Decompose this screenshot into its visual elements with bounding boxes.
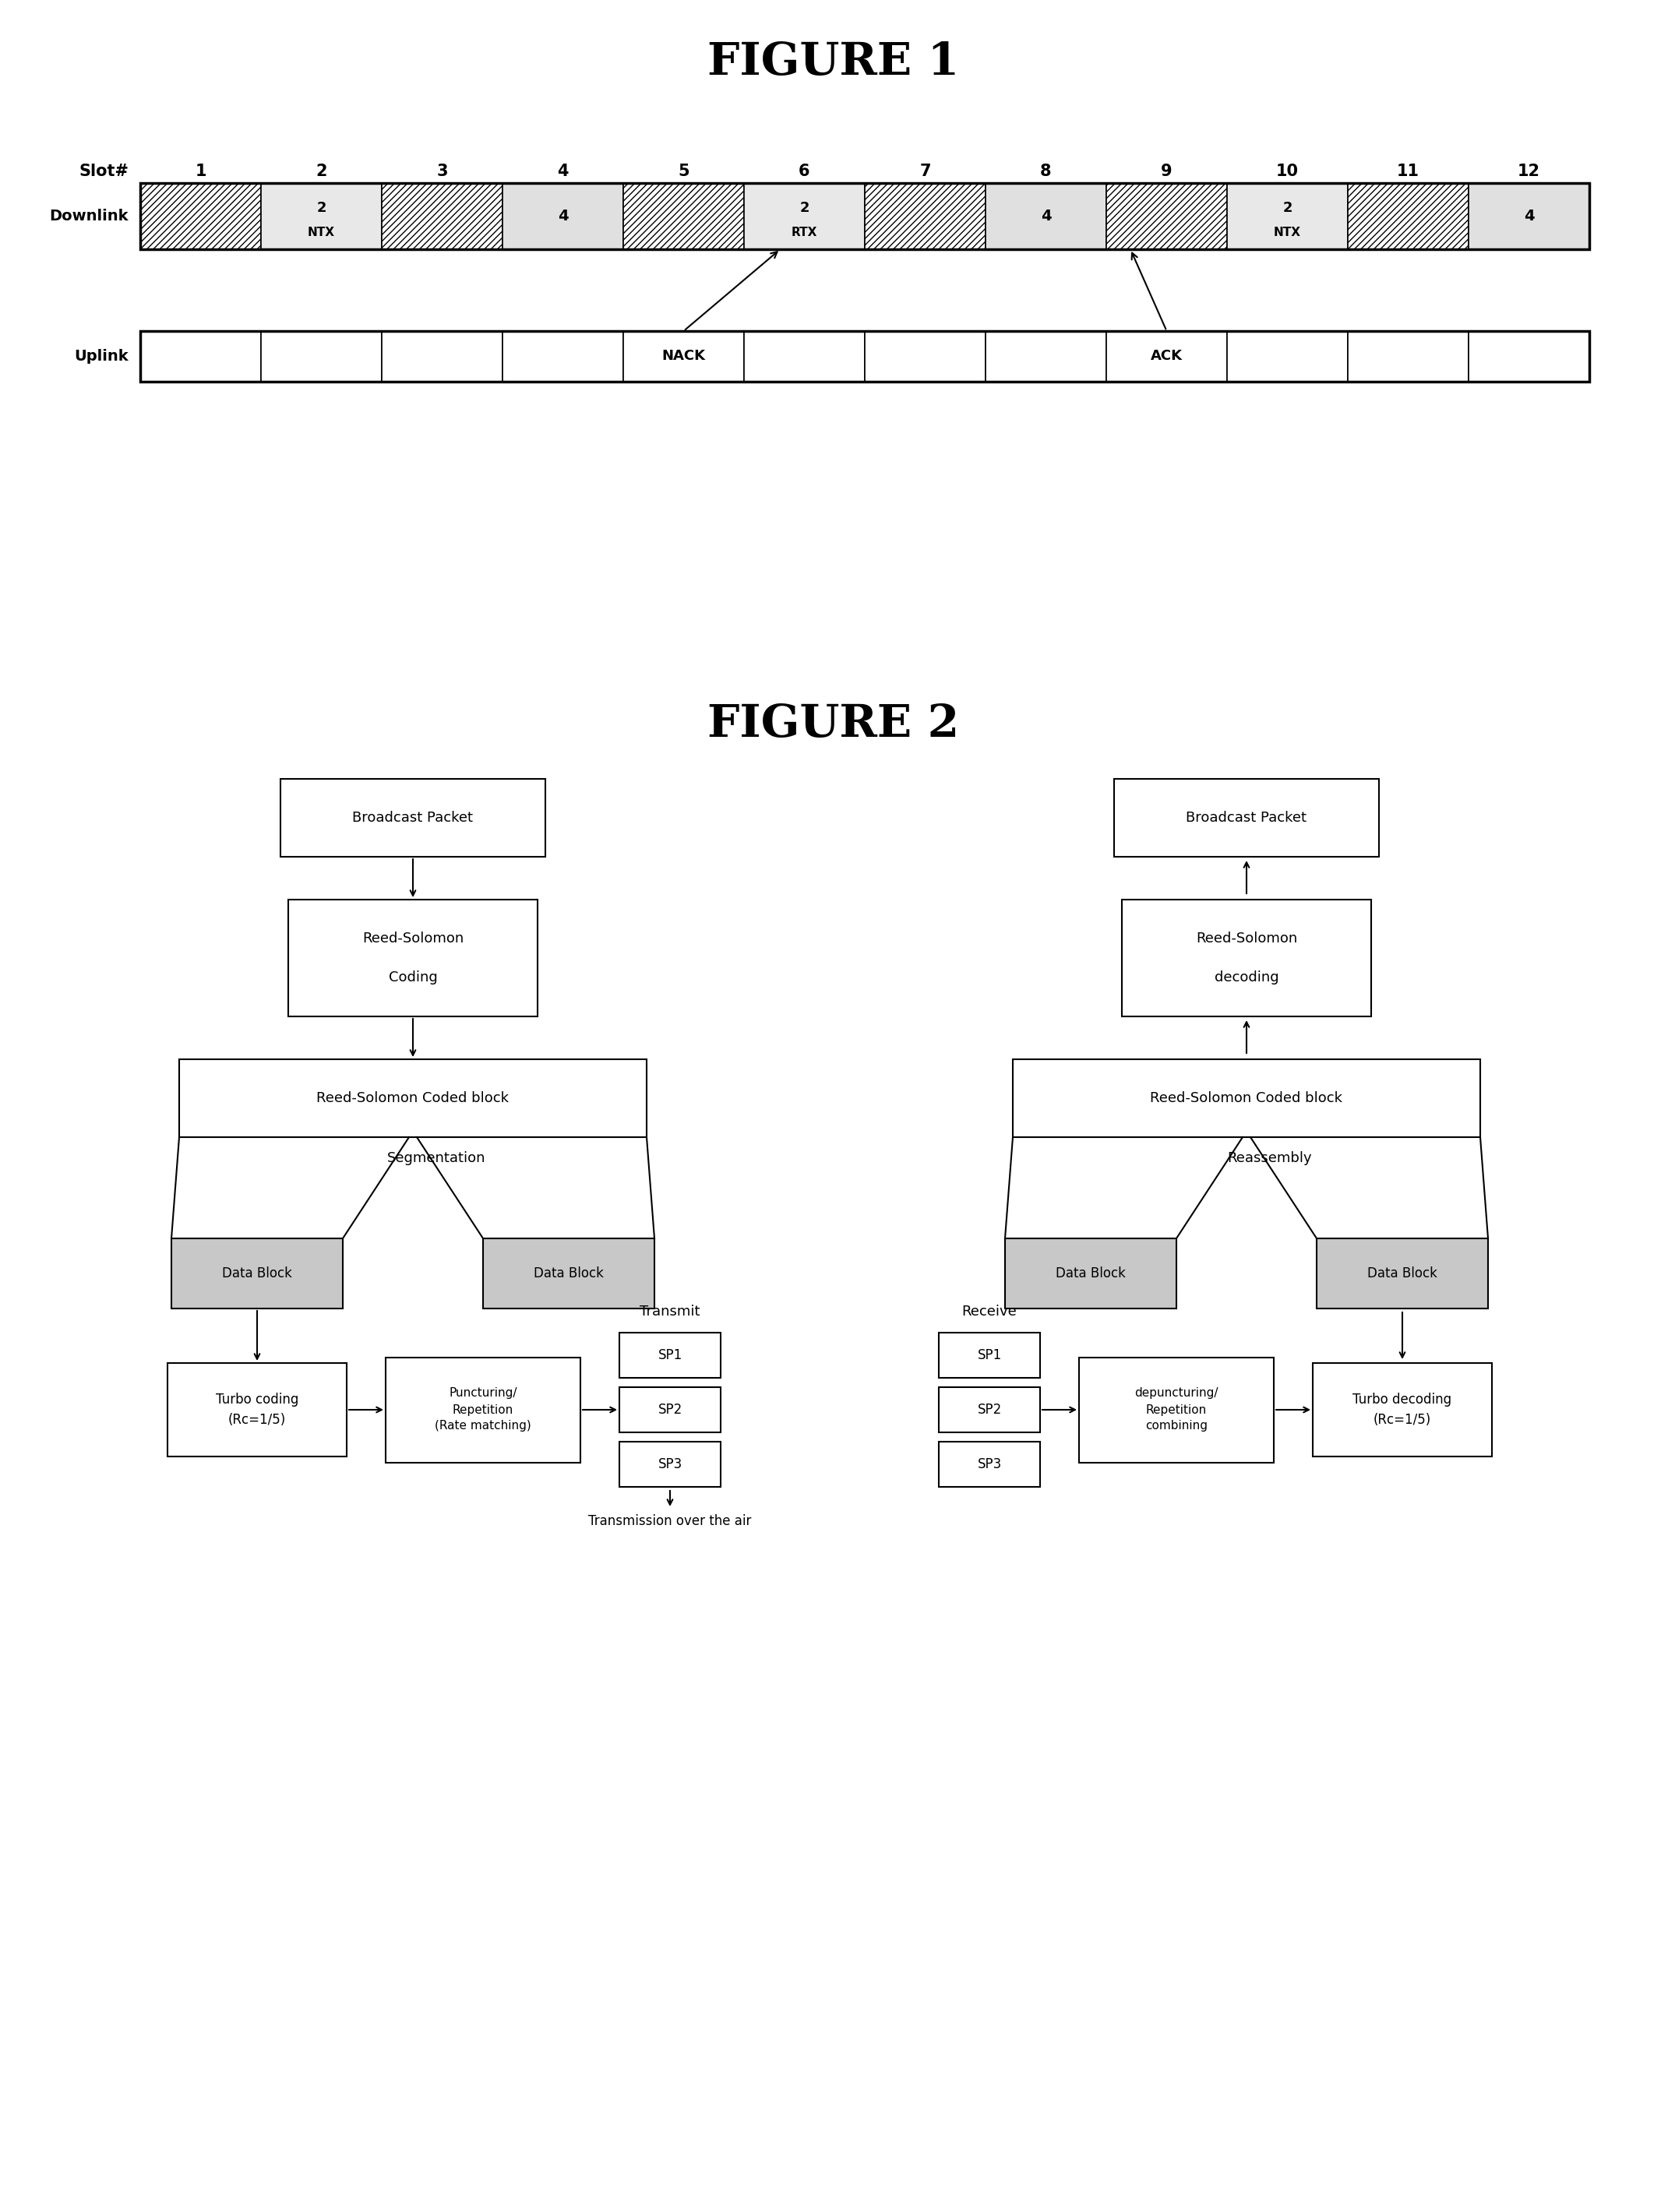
Bar	[260, 184, 382, 250]
Text: 2: 2	[317, 201, 327, 215]
Bar	[172, 1239, 344, 1310]
Bar	[1114, 779, 1379, 856]
Bar	[167, 1363, 347, 1455]
Bar	[939, 1332, 1041, 1378]
Text: Reed-Solomon Coded block: Reed-Solomon Coded block	[317, 1091, 509, 1106]
Bar	[1348, 184, 1468, 250]
Bar	[1228, 332, 1348, 383]
Bar	[744, 332, 864, 383]
Text: Reassembly: Reassembly	[1228, 1150, 1313, 1166]
Text: 4: 4	[557, 208, 569, 223]
Text: SP1: SP1	[657, 1349, 682, 1363]
Bar	[1316, 1239, 1488, 1310]
Text: 4: 4	[1523, 208, 1535, 223]
Bar	[744, 184, 864, 250]
Text: 5: 5	[677, 164, 689, 179]
Bar	[1123, 900, 1371, 1018]
Text: 3: 3	[437, 164, 447, 179]
Bar	[1468, 332, 1590, 383]
Text: 2: 2	[1283, 201, 1293, 215]
Text: SP2: SP2	[657, 1402, 682, 1416]
Text: Puncturing/
Repetition
(Rate matching): Puncturing/ Repetition (Rate matching)	[435, 1387, 530, 1431]
Bar	[1348, 332, 1468, 383]
Text: Transmit: Transmit	[641, 1305, 701, 1318]
Text: Turbo coding
(Rc=1/5): Turbo coding (Rc=1/5)	[215, 1394, 299, 1427]
Bar	[484, 1239, 654, 1310]
Text: Reed-Solomon

Coding: Reed-Solomon Coding	[362, 931, 464, 984]
Bar	[140, 184, 260, 250]
Bar	[864, 332, 986, 383]
Text: 4: 4	[557, 164, 569, 179]
Text: 4: 4	[1041, 208, 1051, 223]
Text: Receive: Receive	[962, 1305, 1017, 1318]
Text: SP3: SP3	[657, 1458, 682, 1471]
Bar	[502, 332, 624, 383]
Bar	[140, 184, 1590, 250]
Bar	[280, 779, 545, 856]
Text: Data Block: Data Block	[1368, 1267, 1438, 1281]
Text: RTX: RTX	[791, 228, 817, 239]
Text: NTX: NTX	[1274, 228, 1301, 239]
Bar	[1106, 184, 1228, 250]
Bar	[619, 1332, 721, 1378]
Text: Turbo decoding
(Rc=1/5): Turbo decoding (Rc=1/5)	[1353, 1394, 1451, 1427]
Text: Data Block: Data Block	[1056, 1267, 1126, 1281]
Text: Segmentation: Segmentation	[387, 1150, 485, 1166]
Text: 2: 2	[799, 201, 809, 215]
Text: 7: 7	[919, 164, 931, 179]
Bar	[178, 1060, 647, 1137]
Text: 10: 10	[1276, 164, 1299, 179]
Bar	[864, 184, 986, 250]
Bar	[385, 1358, 580, 1462]
Bar	[289, 900, 537, 1018]
Text: Uplink: Uplink	[75, 349, 128, 363]
Text: depuncturing/
Repetition
combining: depuncturing/ Repetition combining	[1134, 1387, 1218, 1431]
Bar	[1228, 184, 1348, 250]
Text: 1: 1	[195, 164, 207, 179]
Text: Broadcast Packet: Broadcast Packet	[1186, 812, 1308, 825]
Text: 2: 2	[315, 164, 327, 179]
Bar	[1006, 1239, 1176, 1310]
Bar	[140, 332, 1590, 383]
Text: FIGURE 1: FIGURE 1	[707, 40, 959, 84]
Bar	[502, 184, 624, 250]
Text: FIGURE 2: FIGURE 2	[707, 703, 959, 745]
Bar	[939, 1387, 1041, 1433]
Bar	[260, 332, 382, 383]
Text: Transmission over the air: Transmission over the air	[589, 1515, 752, 1528]
Text: Slot#: Slot#	[78, 164, 128, 179]
Text: NACK: NACK	[662, 349, 706, 363]
Text: Broadcast Packet: Broadcast Packet	[352, 812, 474, 825]
Text: 9: 9	[1161, 164, 1173, 179]
Text: SP3: SP3	[977, 1458, 1001, 1471]
Bar	[624, 184, 744, 250]
Bar	[986, 332, 1106, 383]
Bar	[986, 184, 1106, 250]
Text: 11: 11	[1396, 164, 1419, 179]
Text: Downlink: Downlink	[50, 208, 128, 223]
Bar	[382, 184, 502, 250]
Text: 8: 8	[1041, 164, 1051, 179]
Text: NTX: NTX	[307, 228, 335, 239]
Text: 6: 6	[799, 164, 811, 179]
Bar	[939, 1442, 1041, 1486]
Text: Data Block: Data Block	[222, 1267, 292, 1281]
Bar	[619, 1442, 721, 1486]
Bar	[1106, 332, 1228, 383]
Text: Data Block: Data Block	[534, 1267, 604, 1281]
Bar	[1313, 1363, 1491, 1455]
Text: 12: 12	[1518, 164, 1540, 179]
Text: SP2: SP2	[977, 1402, 1001, 1416]
Text: Reed-Solomon Coded block: Reed-Solomon Coded block	[1151, 1091, 1343, 1106]
Text: ACK: ACK	[1151, 349, 1183, 363]
Bar	[1468, 184, 1590, 250]
Bar	[619, 1387, 721, 1433]
Bar	[382, 332, 502, 383]
Text: SP1: SP1	[977, 1349, 1001, 1363]
Text: Reed-Solomon

decoding: Reed-Solomon decoding	[1196, 931, 1298, 984]
Bar	[1079, 1358, 1274, 1462]
Bar	[140, 332, 260, 383]
Bar	[624, 332, 744, 383]
Bar	[1012, 1060, 1480, 1137]
